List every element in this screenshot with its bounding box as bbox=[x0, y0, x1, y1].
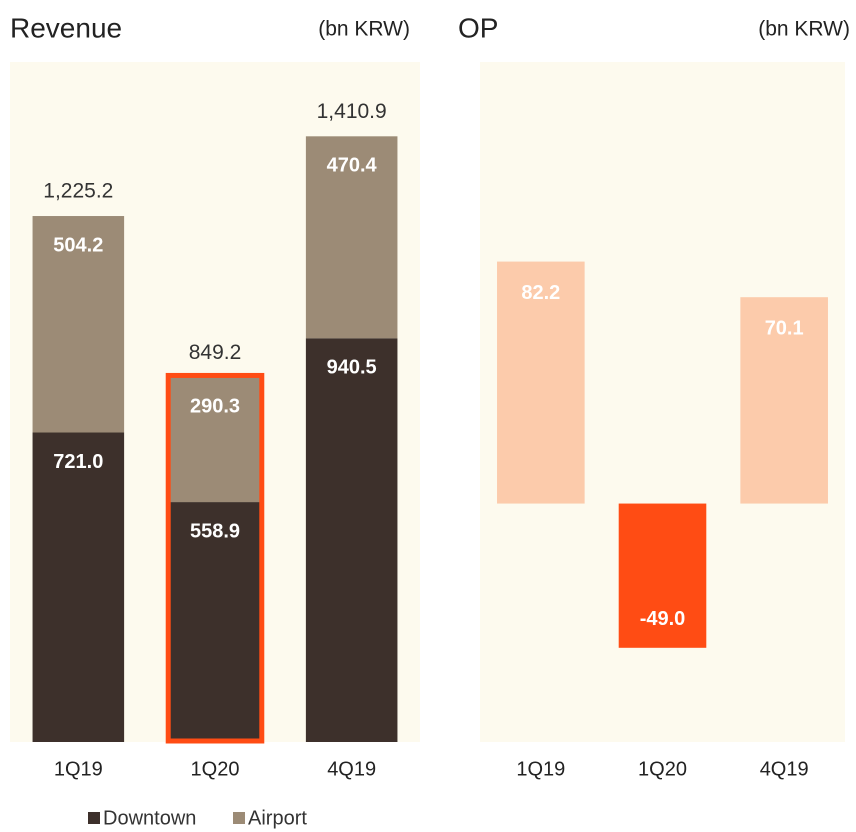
bar-segment bbox=[32, 216, 125, 433]
value-label: 721.0 bbox=[53, 451, 103, 473]
bar bbox=[740, 297, 828, 504]
total-label: 1,410.9 bbox=[317, 100, 387, 123]
x-tick-label: 1Q20 bbox=[638, 758, 687, 780]
x-tick-label: 1Q20 bbox=[191, 758, 240, 780]
x-tick-label: 1Q19 bbox=[516, 758, 565, 780]
legend-swatch bbox=[88, 812, 100, 824]
unit-label: (bn KRW) bbox=[758, 18, 850, 41]
x-tick-label: 1Q19 bbox=[54, 758, 103, 780]
legend-label: Airport bbox=[248, 807, 307, 829]
legend-swatch bbox=[233, 812, 245, 824]
value-label: 558.9 bbox=[190, 520, 240, 542]
x-tick-label: 4Q19 bbox=[327, 758, 376, 780]
bar-segment bbox=[305, 338, 398, 742]
bar-segment bbox=[305, 136, 398, 339]
bar bbox=[618, 503, 707, 648]
chart-title: Revenue bbox=[10, 12, 122, 43]
value-label: 470.4 bbox=[327, 155, 378, 177]
value-label: 82.2 bbox=[521, 282, 560, 304]
value-label: 504.2 bbox=[53, 234, 103, 256]
total-label: 849.2 bbox=[189, 341, 242, 364]
value-label: -49.0 bbox=[640, 608, 686, 630]
bar-segment bbox=[169, 377, 261, 503]
bar-segment bbox=[169, 502, 261, 742]
x-tick-label: 4Q19 bbox=[760, 758, 809, 780]
value-label: 70.1 bbox=[765, 317, 804, 339]
bar bbox=[497, 261, 585, 504]
bar-segment bbox=[32, 432, 125, 742]
unit-label: (bn KRW) bbox=[318, 18, 410, 41]
chart-title: OP bbox=[458, 12, 498, 43]
legend-label: Downtown bbox=[103, 807, 196, 829]
highlight-box bbox=[165, 372, 265, 744]
value-label: 940.5 bbox=[327, 357, 377, 379]
value-label: 290.3 bbox=[190, 396, 240, 418]
total-label: 1,225.2 bbox=[43, 180, 113, 203]
